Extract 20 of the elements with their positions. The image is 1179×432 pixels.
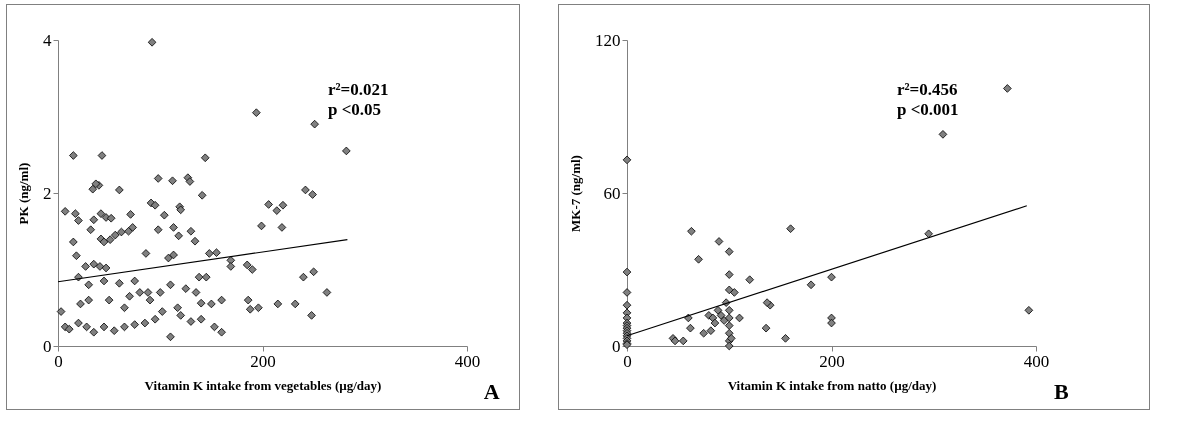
annotation: r²=0.021 (327, 80, 389, 99)
y-tick-label: 0 (43, 336, 52, 356)
annotation: r²=0.456 (896, 80, 958, 99)
y-axis-title: PK (ng/ml) (16, 162, 31, 225)
x-tick-label: 400 (1023, 351, 1050, 371)
annotation: p <0.001 (896, 100, 959, 119)
y-tick-label: 60 (603, 183, 621, 203)
y-tick-label: 2 (43, 183, 52, 203)
y-tick-label: 4 (43, 30, 52, 50)
y-tick-label: 0 (612, 336, 621, 356)
y-tick-label: 120 (595, 30, 621, 50)
x-axis-title: Vitamin K intake from vegetables (µg/day) (144, 377, 382, 393)
x-tick-label: 400 (454, 351, 481, 371)
y-axis-title: MK-7 (ng/ml) (568, 155, 583, 232)
annotation: p <0.05 (327, 100, 382, 119)
text: B (1054, 379, 1070, 404)
x-tick-label: 200 (819, 351, 845, 371)
x-axis-title: Vitamin K intake from natto (µg/day) (727, 377, 937, 393)
text: A (483, 379, 500, 404)
x-tick-label: 200 (250, 351, 276, 371)
